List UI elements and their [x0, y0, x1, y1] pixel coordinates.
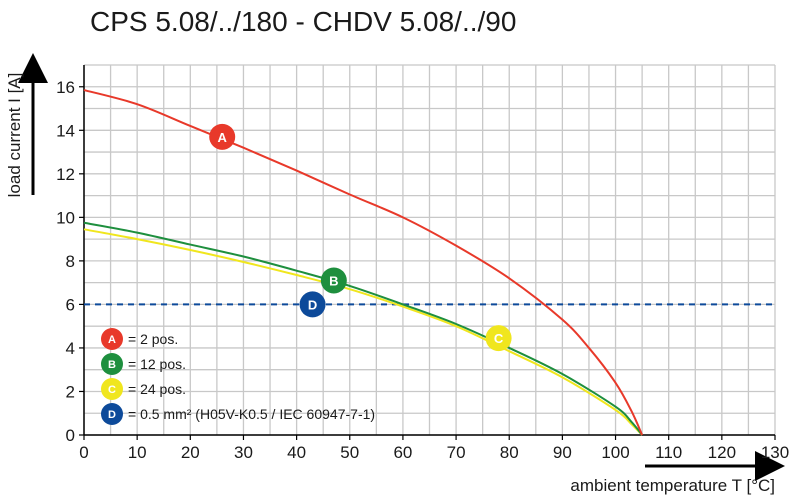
x-tick-label: 50 [340, 443, 359, 462]
x-tick-label: 60 [393, 443, 412, 462]
x-tick-label: 20 [181, 443, 200, 462]
axis-labels: ambient temperature T [°C] load current I… [5, 73, 775, 495]
x-tick-label: 110 [655, 443, 682, 462]
series-group [83, 89, 775, 436]
x-tick-label: 120 [708, 443, 736, 462]
x-axis-label: ambient temperature T [°C] [570, 476, 775, 495]
series-marker-c [485, 325, 512, 352]
series-line-a [83, 89, 644, 436]
series-marker-label: D [308, 297, 317, 312]
y-tick-label: 10 [56, 208, 75, 227]
legend-marker-label: C [108, 384, 116, 396]
series-markers: A B C D [209, 123, 512, 352]
x-tick-label: 10 [128, 443, 147, 462]
tick-labels: 0 10 20 30 40 50 60 70 80 90 100 110 120 130 0 2 4 6 8 10 12… [56, 78, 789, 462]
legend-marker-label: D [108, 409, 116, 421]
legend-marker-a [101, 328, 123, 350]
series-marker-label: C [494, 331, 504, 346]
series-line-b [83, 221, 643, 436]
y-tick-label: 4 [66, 339, 75, 358]
y-tick-label: 14 [56, 121, 75, 140]
legend-entry: = 0.5 mm² (H05V-K0.5 / IEC 60947-7-1) [128, 406, 375, 422]
series-marker-d [299, 291, 326, 318]
legend-marker-b [101, 353, 123, 375]
axes [18, 53, 785, 481]
x-tick-label: 90 [553, 443, 572, 462]
y-tick-label: 12 [56, 165, 75, 184]
legend-marker-label: A [108, 334, 116, 346]
series-line-c [83, 228, 643, 436]
x-tick-label: 80 [500, 443, 519, 462]
legend-marker-c [101, 378, 123, 400]
y-tick-label: 0 [66, 426, 75, 445]
x-tick-label: 130 [761, 443, 789, 462]
chart-title: CPS 5.08/../180 - CHDV 5.08/../90 [90, 6, 517, 37]
y-tick-label: 6 [66, 295, 75, 314]
y-tick-label: 16 [56, 78, 75, 97]
legend-marker-d [101, 403, 123, 425]
y-tick-label: 2 [66, 382, 75, 401]
x-tick-label: 30 [234, 443, 253, 462]
grid [83, 64, 776, 436]
x-tick-label: 70 [447, 443, 466, 462]
legend-entry: = 12 pos. [128, 356, 186, 372]
legend-entry: = 2 pos. [128, 331, 178, 347]
series-marker-a [209, 123, 236, 150]
legend-marker-label: B [108, 359, 116, 371]
y-axis-label: load current I [A] [5, 73, 24, 198]
series-marker-label: A [218, 130, 228, 145]
x-tick-label: 40 [287, 443, 306, 462]
legend: A = 2 pos. B = 12 pos. C = 24 pos. D = 0.5 mm² … [101, 328, 375, 425]
legend-entry: = 24 pos. [128, 381, 186, 397]
series-marker-b [320, 267, 347, 294]
x-tick-label: 0 [79, 443, 88, 462]
x-tick-label: 100 [601, 443, 629, 462]
y-tick-label: 8 [66, 252, 75, 271]
series-marker-label: B [329, 273, 338, 288]
